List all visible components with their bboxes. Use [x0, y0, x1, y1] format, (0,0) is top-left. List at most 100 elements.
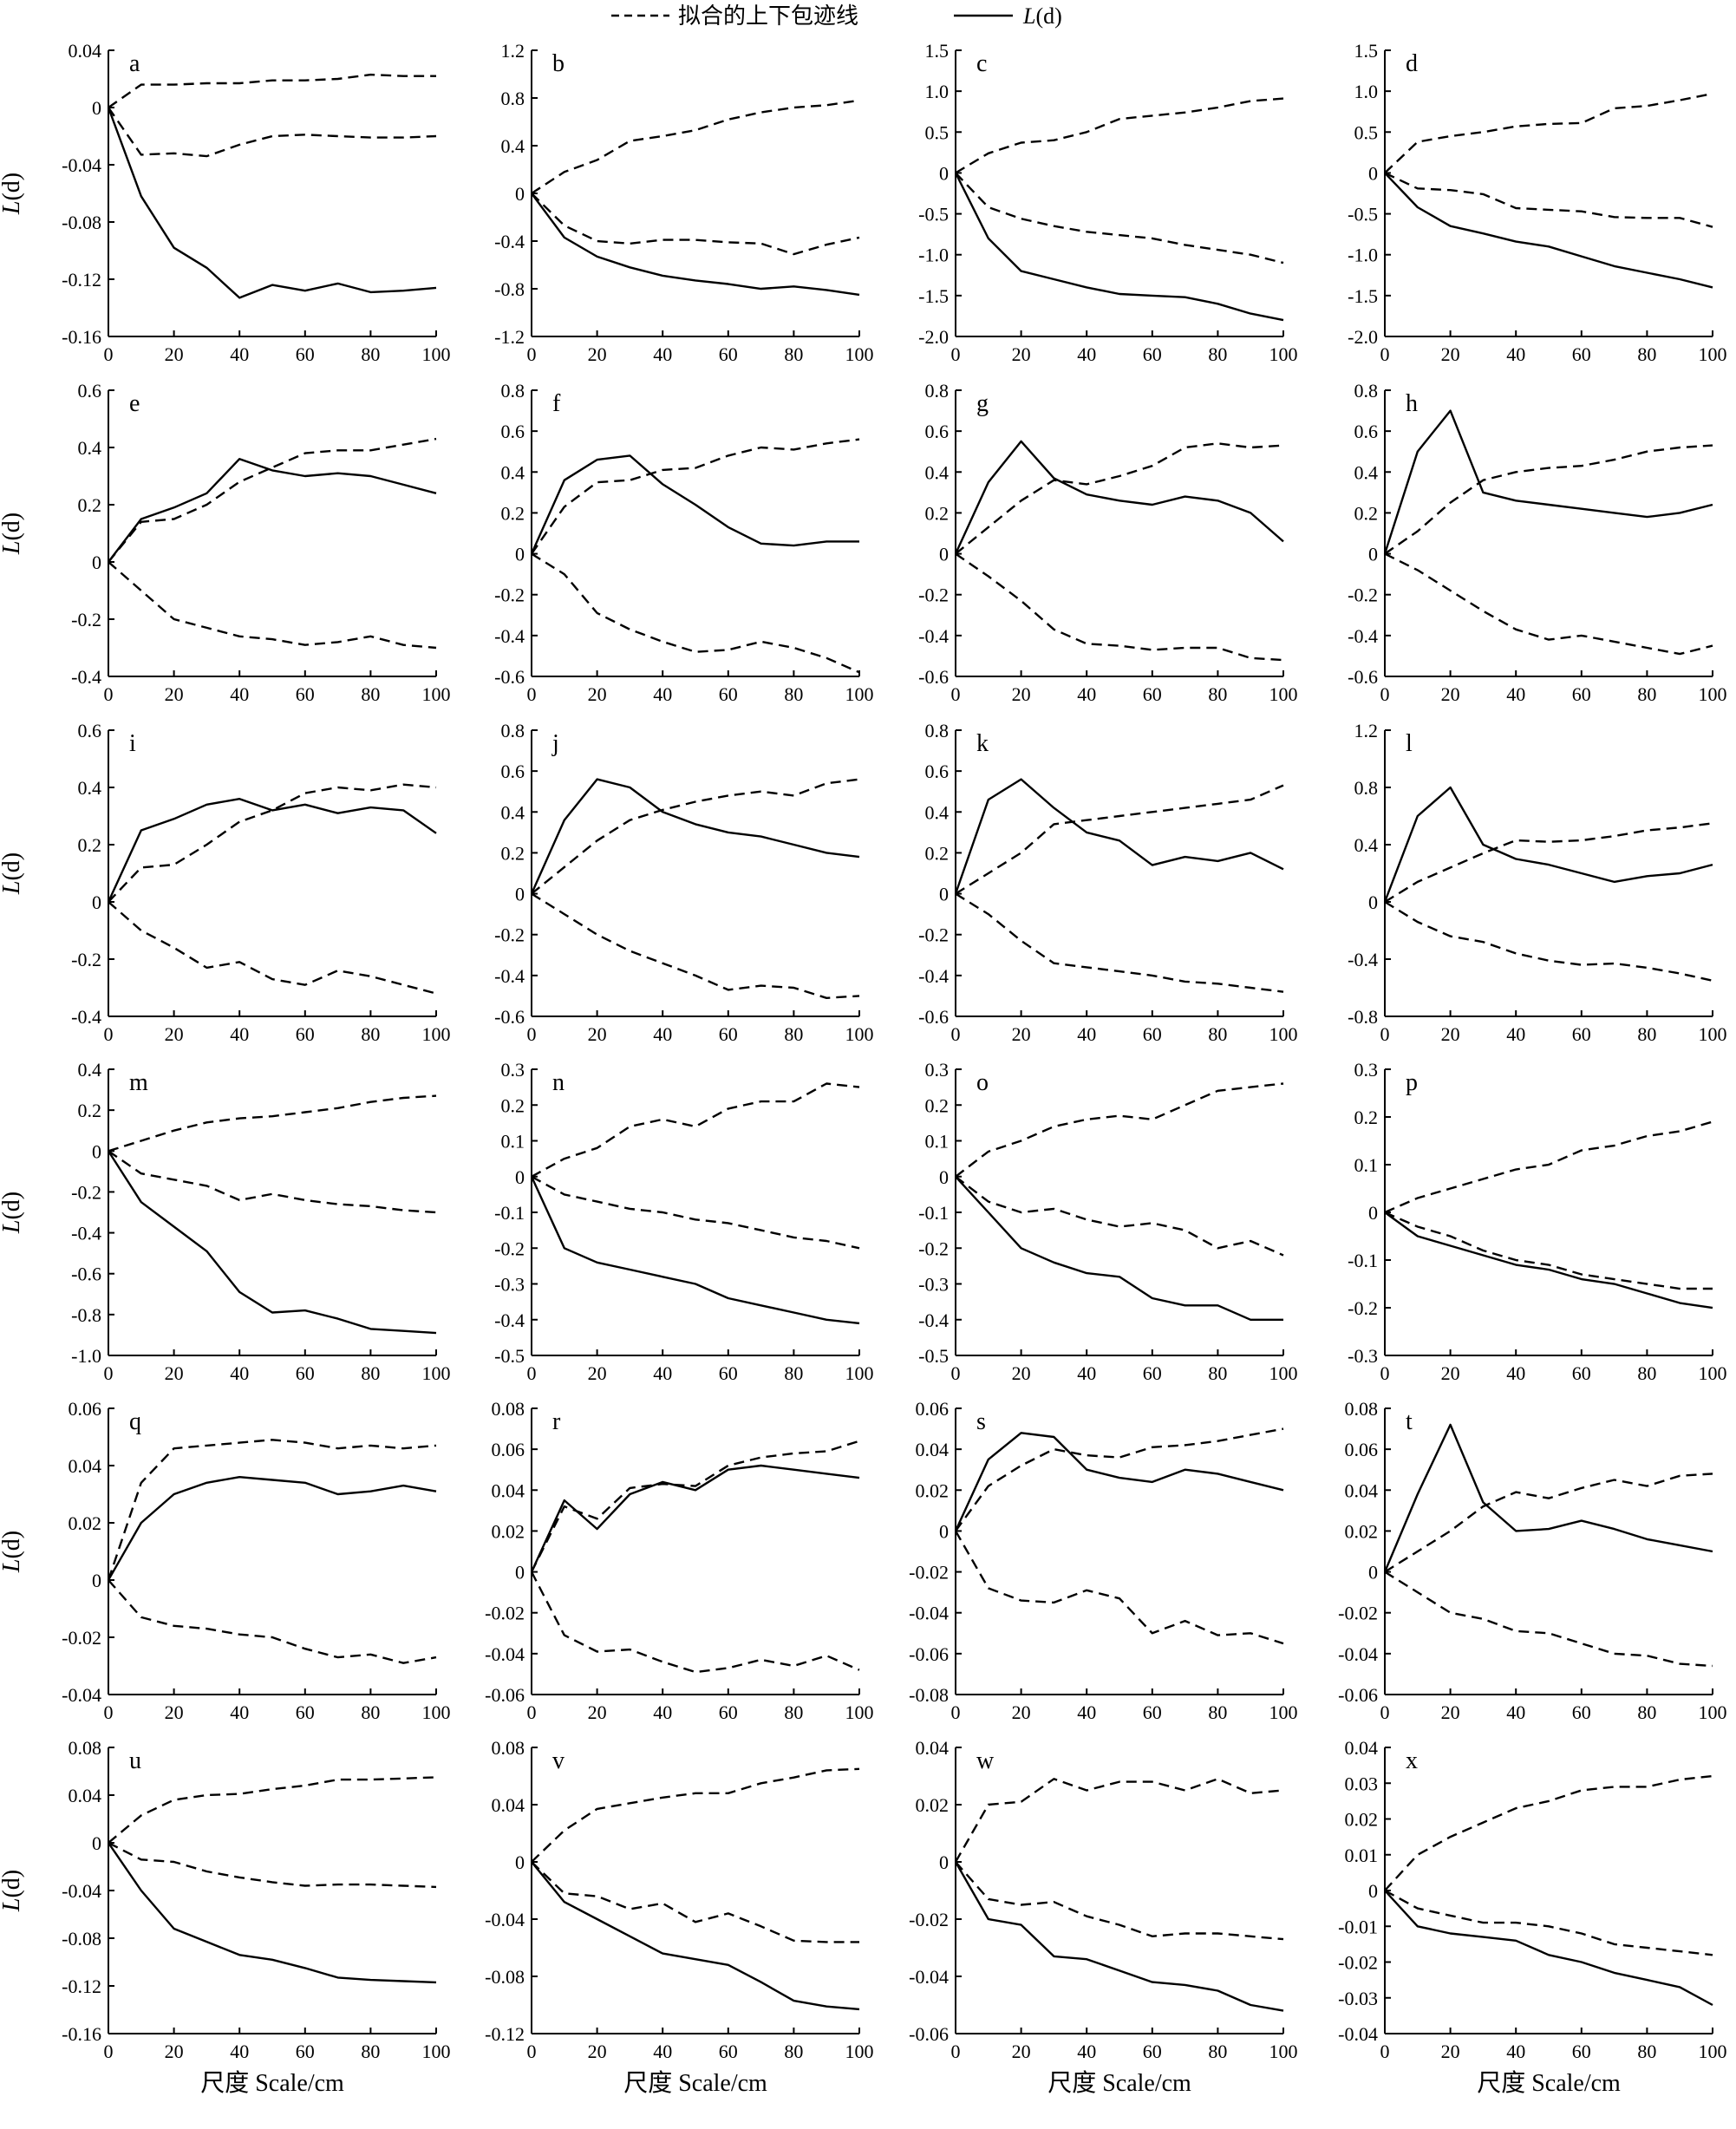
x-tick-label: 40	[1077, 1362, 1096, 1384]
x-tick-label: 0	[951, 1701, 961, 1723]
x-tick-label: 60	[296, 1362, 315, 1384]
lower-envelope-line	[108, 107, 437, 158]
panel-a: 0.040-0.04-0.08-0.12-0.160 20 40 60 80 100aL(…	[0, 40, 451, 365]
y-tick-label: -0.02	[62, 1627, 101, 1649]
panel-label: u	[129, 1747, 141, 1774]
y-axis-title: L(d)	[0, 513, 25, 555]
y-tick-label: 0.01	[1345, 1845, 1379, 1866]
panel-label: m	[129, 1069, 148, 1096]
x-tick-label: 60	[1143, 1701, 1162, 1723]
x-tick-label: 100	[422, 343, 451, 365]
x-tick-label: 60	[719, 2041, 738, 2062]
ld-series-line	[530, 1464, 860, 1573]
ld-series-line	[107, 107, 437, 299]
x-tick-label: 20	[1012, 2041, 1031, 2062]
y-tick-label: 0.6	[925, 761, 950, 782]
lower-envelope-line	[108, 1579, 437, 1664]
y-tick-label: 0	[515, 1166, 525, 1188]
x-tick-label: 0	[104, 683, 114, 705]
y-tick-label: -0.12	[485, 2023, 525, 2045]
y-tick-label: -0.1	[494, 1202, 525, 1224]
upper-envelope-line	[531, 1082, 860, 1178]
ld-series-line	[530, 778, 860, 895]
lower-envelope-line	[108, 1150, 437, 1214]
upper-envelope-line	[955, 97, 1284, 174]
x-tick-label: 0	[527, 1023, 537, 1045]
x-tick-label: 0	[527, 343, 537, 365]
ld-series-line	[954, 440, 1284, 555]
x-tick-label: 0	[104, 1362, 114, 1384]
y-tick-label: -0.2	[918, 924, 949, 946]
y-tick-label: -0.6	[494, 1006, 525, 1028]
x-tick-label: 80	[1637, 343, 1656, 365]
ld-series-line	[1383, 786, 1713, 903]
x-tick-label: 80	[1208, 2041, 1227, 2062]
y-tick-label: 0.8	[925, 720, 950, 741]
x-tick-label: 0	[1380, 2041, 1390, 2062]
lower-envelope-line	[531, 1861, 859, 1943]
lower-envelope-line	[955, 1861, 1284, 1941]
y-tick-label: -0.6	[494, 666, 525, 688]
x-tick-label: 20	[1012, 343, 1031, 365]
x-tick-label: 40	[1077, 1701, 1096, 1723]
y-tick-label: 0.2	[1354, 1107, 1379, 1128]
panel-label: l	[1406, 730, 1413, 757]
y-tick-label: -2.0	[1348, 326, 1378, 348]
legend-ld-label: L(d)	[1022, 3, 1062, 29]
upper-envelope-line	[107, 1439, 437, 1581]
y-tick-label: 0	[1368, 544, 1378, 565]
y-tick-label: -0.04	[909, 1603, 949, 1624]
x-tick-label: 80	[361, 1362, 380, 1384]
x-tick-label: 80	[1208, 1362, 1227, 1384]
panel-label: e	[129, 390, 140, 417]
y-tick-label: 0.6	[78, 720, 102, 741]
x-tick-label: 60	[1143, 343, 1162, 365]
y-tick-label: -0.2	[71, 1181, 101, 1203]
panel-label: a	[129, 50, 140, 77]
y-tick-label: -0.5	[918, 204, 949, 225]
x-tick-label: 80	[361, 2041, 380, 2062]
x-tick-label: 80	[1208, 1701, 1227, 1723]
panel-label: v	[552, 1747, 565, 1774]
y-tick-label: -0.02	[909, 1562, 949, 1584]
panel-m: 0.40.20-0.2-0.4-0.6-0.8-1.00 20 40 60 80 100m…	[0, 1059, 451, 1384]
y-tick-label: 0	[515, 884, 525, 905]
x-tick-label: 80	[1208, 683, 1227, 705]
y-tick-label: 0	[92, 1570, 101, 1591]
ld-series-line	[108, 458, 437, 563]
panel-label: p	[1406, 1069, 1418, 1096]
x-tick-label: 100	[845, 1362, 874, 1384]
y-tick-label: 0	[92, 1140, 101, 1162]
x-tick-label: 40	[1077, 2041, 1096, 2062]
y-tick-label: -0.04	[62, 1684, 101, 1706]
x-tick-label: 0	[951, 343, 961, 365]
y-tick-label: -0.12	[62, 1976, 101, 1997]
x-tick-label: 40	[1506, 1701, 1525, 1723]
x-tick-label: 60	[719, 1701, 738, 1723]
upper-envelope-line	[108, 437, 437, 563]
x-tick-label: 0	[527, 2041, 537, 2062]
x-tick-label: 60	[1572, 1701, 1591, 1723]
y-tick-label: 0.04	[492, 1479, 525, 1501]
y-tick-label: 0	[92, 97, 101, 119]
x-axis-title: 尺度 Scale/cm	[200, 2069, 344, 2097]
y-tick-label: -0.04	[485, 1909, 525, 1930]
y-tick-label: -0.02	[1338, 1952, 1378, 1974]
y-tick-label: -0.2	[71, 609, 101, 630]
y-tick-label: -0.2	[918, 584, 949, 606]
panel-label: d	[1406, 50, 1418, 77]
x-tick-label: 0	[951, 2041, 961, 2062]
y-tick-label: 0.04	[492, 1794, 525, 1816]
x-tick-label: 100	[1269, 683, 1298, 705]
upper-envelope-line	[955, 442, 1284, 555]
lower-envelope-line	[954, 1530, 1284, 1645]
x-tick-label: 20	[588, 1701, 607, 1723]
y-tick-label: -0.8	[71, 1304, 101, 1326]
panel-s: 0.060.040.020-0.02-0.04-0.06-0.080 20 40 60…	[909, 1398, 1297, 1723]
y-tick-label: 0.3	[501, 1059, 525, 1081]
x-axis-title: 尺度 Scale/cm	[623, 2069, 767, 2097]
upper-envelope-line	[955, 1427, 1284, 1532]
panel-label: h	[1406, 390, 1418, 417]
